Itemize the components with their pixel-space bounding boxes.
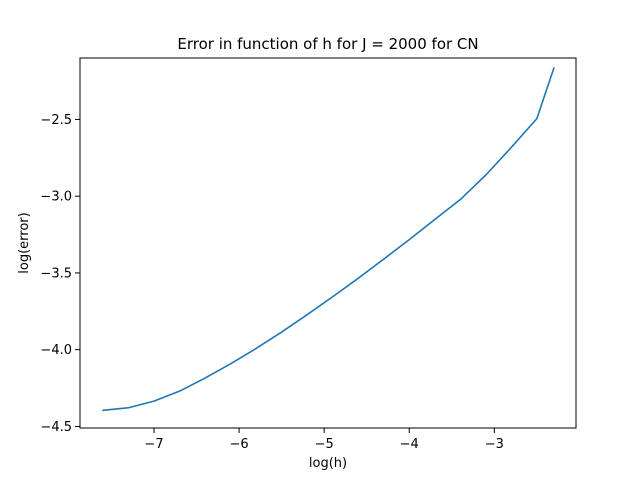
series-line (102, 67, 555, 412)
x-tick-label: −6 (230, 437, 249, 452)
chart-title: Error in function of h for J = 2000 for … (177, 35, 478, 53)
y-tick-label: −4.0 (40, 343, 72, 358)
plot-area (102, 67, 555, 412)
y-tick-label: −4.5 (40, 420, 72, 435)
y-axis-ticks: −4.5 −4.0 −3.5 −3.0 −2.5 (40, 113, 80, 435)
axes-frame (79, 57, 577, 429)
y-tick-label: −3.5 (40, 266, 72, 281)
y-tick-label: −3.0 (40, 190, 72, 205)
y-axis-label: log(error) (17, 212, 32, 273)
x-tick-label: −3 (485, 437, 504, 452)
y-tick-label: −2.5 (40, 113, 72, 128)
x-axis-label: log(h) (309, 456, 347, 471)
x-tick-label: −5 (315, 437, 334, 452)
x-axis-ticks: −7 −6 −5 −4 −3 (144, 428, 504, 452)
x-tick-label: −4 (400, 437, 419, 452)
x-tick-label: −7 (144, 437, 163, 452)
